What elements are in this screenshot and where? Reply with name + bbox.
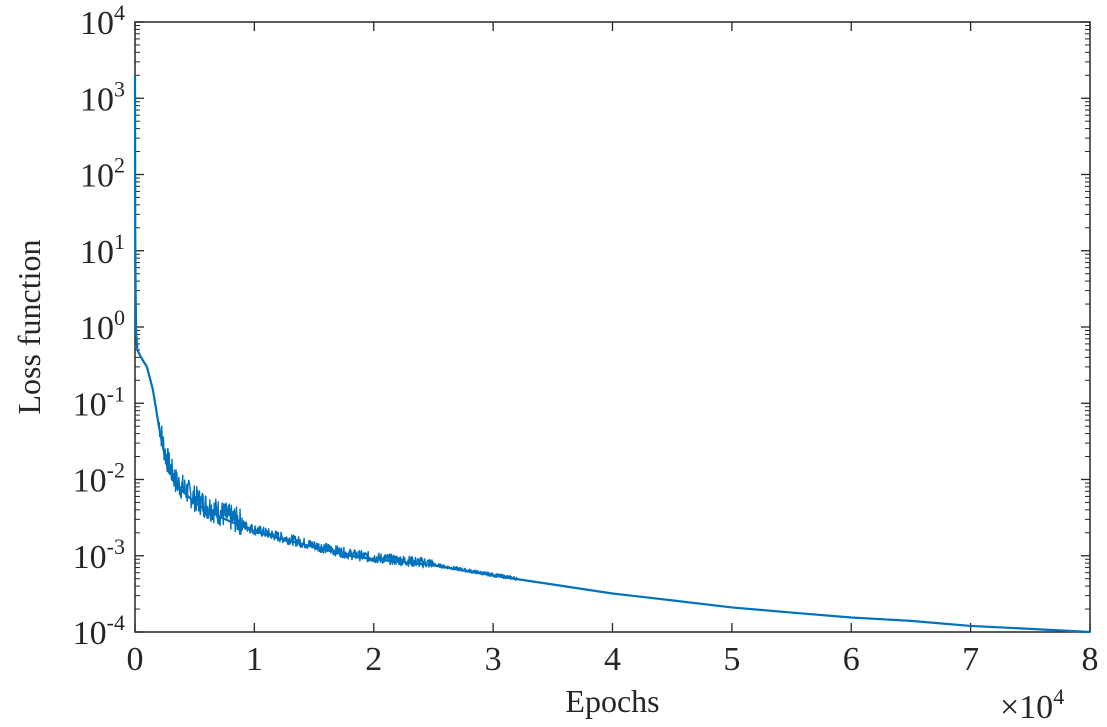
x-tick-label: 4 — [604, 641, 621, 678]
x-tick-label: 8 — [1082, 641, 1099, 678]
ticks — [134, 21, 1091, 633]
y-tick-label: 102 — [80, 153, 125, 195]
x-tick-label: 2 — [365, 641, 382, 678]
x-axis-label: Epochs — [565, 683, 659, 719]
y-tick-label: 103 — [80, 76, 125, 118]
y-tick-label: 10-2 — [73, 458, 125, 500]
x-tick-label: 3 — [485, 641, 502, 678]
x-axis-multiplier: ×104 — [1000, 684, 1064, 726]
y-tick-label: 10-4 — [73, 610, 125, 652]
y-tick-label: 10-1 — [73, 381, 125, 423]
plot-area — [134, 21, 1091, 633]
x-tick-label: 7 — [962, 641, 979, 678]
y-tick-label: 100 — [80, 305, 125, 347]
y-tick-label: 104 — [80, 0, 125, 42]
y-tick-label: 101 — [80, 229, 125, 271]
loss-noise-band — [158, 421, 518, 581]
x-tick-label: 5 — [723, 641, 740, 678]
y-axis-label: Loss function — [11, 239, 47, 414]
tick-labels: 0 1 2 3 4 5 6 7 8 10-4 10-3 10-2 10-1 100 101 102 103 104 — [73, 0, 1099, 678]
y-tick-label: 10-3 — [73, 534, 125, 576]
loss-series-line — [133, 75, 1091, 634]
x-tick-label: 0 — [127, 641, 144, 678]
x-tick-label: 6 — [843, 641, 860, 678]
x-tick-label: 1 — [246, 641, 263, 678]
